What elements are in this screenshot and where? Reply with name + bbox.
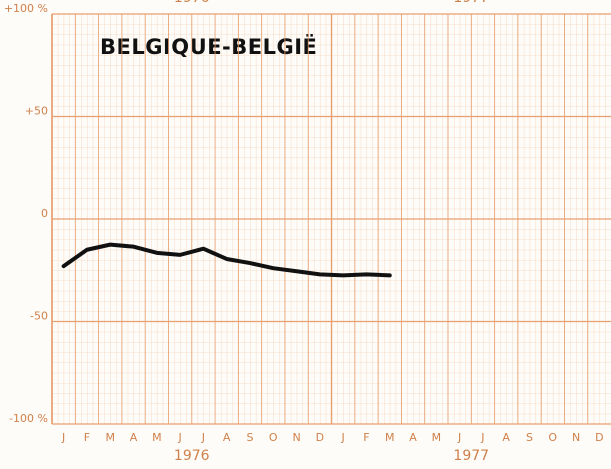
chart-title: BELGIQUE-BELGIË	[100, 34, 317, 59]
x-tick-label: F	[84, 431, 90, 444]
year-label: 1977	[453, 448, 489, 464]
year-label-top: 1977	[453, 0, 489, 6]
x-tick-label: A	[502, 431, 510, 444]
x-tick-label: J	[480, 431, 484, 444]
x-tick-label: D	[595, 431, 603, 444]
y-tick-label: 0	[41, 207, 48, 220]
x-tick-label: M	[385, 431, 395, 444]
x-tick-label: A	[223, 431, 231, 444]
y-tick-label: -100 %	[9, 412, 48, 425]
x-tick-label: A	[409, 431, 417, 444]
x-tick-label: O	[548, 431, 557, 444]
x-tick-label: N	[572, 431, 580, 444]
x-tick-label: S	[526, 431, 533, 444]
x-tick-label: J	[61, 431, 65, 444]
x-tick-label: D	[316, 431, 324, 444]
x-tick-label: O	[269, 431, 278, 444]
x-tick-label: N	[292, 431, 300, 444]
x-tick-label: M	[432, 431, 442, 444]
y-tick-label: +50	[25, 105, 48, 118]
x-tick-label: A	[130, 431, 138, 444]
x-tick-label: F	[363, 431, 369, 444]
x-tick-label: S	[246, 431, 253, 444]
y-tick-label: +100 %	[4, 2, 48, 15]
x-tick-label: J	[201, 431, 205, 444]
x-tick-label: M	[105, 431, 115, 444]
year-label-top: 1976	[174, 0, 210, 6]
x-tick-label: J	[177, 431, 181, 444]
x-tick-label: J	[457, 431, 461, 444]
x-tick-label: J	[341, 431, 345, 444]
x-tick-label: M	[152, 431, 162, 444]
y-tick-label: -50	[30, 310, 48, 323]
data-line	[61, 242, 392, 278]
year-label: 1976	[174, 448, 210, 464]
